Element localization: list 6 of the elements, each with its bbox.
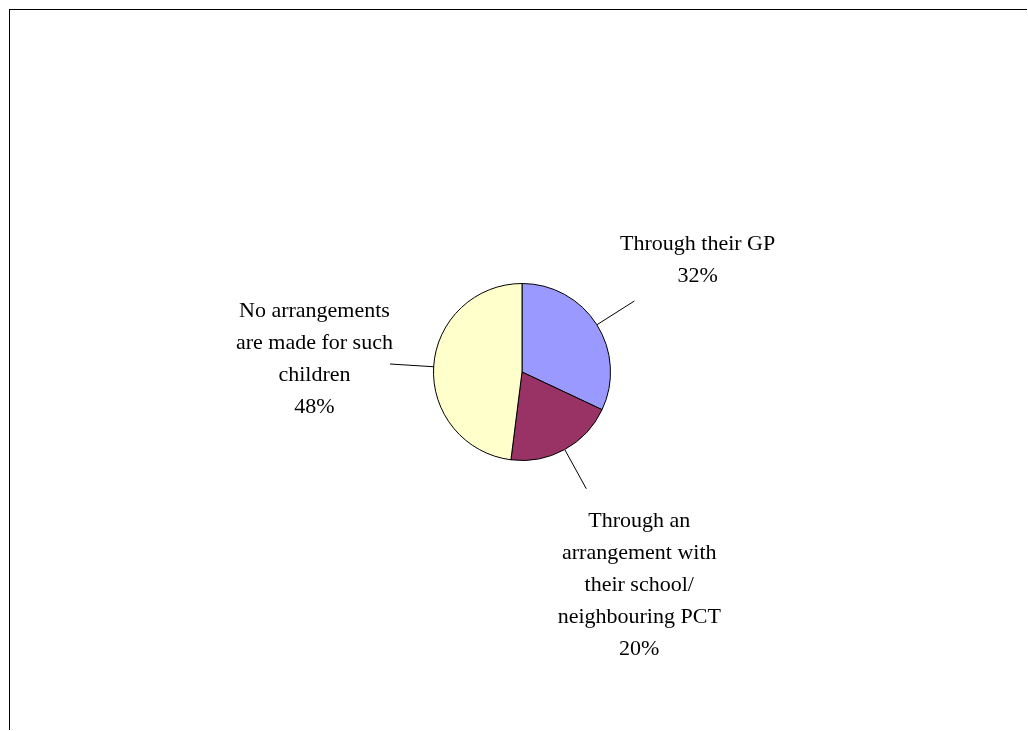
data-label: 20%: [619, 635, 660, 661]
slice-label: Through their GP: [620, 230, 776, 256]
data-label: 48%: [294, 392, 335, 418]
slice-label: Through an arrangement with their school/ neighbouring PCT: [557, 507, 722, 629]
slice-label: No arrangements are made for such children: [235, 296, 393, 386]
data-label: 32%: [677, 262, 718, 288]
